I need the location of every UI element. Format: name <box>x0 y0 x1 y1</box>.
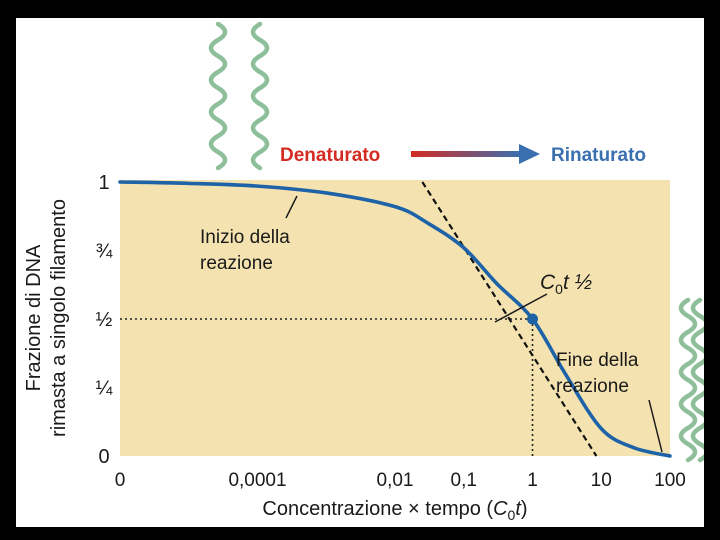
x-tick-label: 0 <box>115 470 126 491</box>
x-tick-label: 0,01 <box>377 470 414 491</box>
start-annotation-line2: reazione <box>200 253 273 274</box>
x-tick-label: 10 <box>591 470 612 491</box>
legend-arrow-head <box>519 144 540 164</box>
y-tick-label: ¼ <box>96 378 113 400</box>
midpoint-label: C0t ½ <box>540 271 592 297</box>
end-annotation-line1: Fine della <box>556 350 639 371</box>
y-axis-title-line1: Frazione di DNA <box>23 244 45 391</box>
start-annotation-line1: Inizio della <box>200 227 290 248</box>
end-annotation-line2: reazione <box>556 376 629 397</box>
y-tick-label: ¾ <box>96 241 113 263</box>
series-line-0 <box>118 180 672 458</box>
y-tick-label: ½ <box>96 309 113 331</box>
y-tick-label: 0 <box>98 446 109 468</box>
slide: Denaturato Rinaturato 0 0,0001 0,01 0,1 1 10 1… <box>16 18 704 527</box>
plot-area <box>120 180 670 456</box>
end-annotation-pointer <box>648 399 663 453</box>
legend-denatured-label: Denaturato <box>280 145 380 166</box>
midpoint-marker <box>527 313 538 325</box>
tangent-line <box>421 181 598 457</box>
x-tick-label: 100 <box>654 470 686 491</box>
dna-single-strand-icon <box>208 21 270 171</box>
y-axis-title-line2: rimasta a singolo filamento <box>48 199 70 437</box>
dna-double-helix-icon <box>678 297 704 463</box>
start-annotation-pointer <box>285 195 298 219</box>
legend-renatured-label: Rinaturato <box>551 145 646 166</box>
x-tick-label: 0,1 <box>451 470 477 491</box>
x-tick-label: 1 <box>527 470 538 491</box>
legend-arrow-shaft <box>411 151 521 157</box>
chart: Denaturato Rinaturato 0 0,0001 0,01 0,1 1 10 1… <box>23 21 704 523</box>
y-tick-label: 1 <box>98 172 109 194</box>
x-axis-title: Concentrazione × tempo (C0t) <box>262 498 527 523</box>
midpoint-label-pointer <box>494 293 548 323</box>
x-tick-label: 0,0001 <box>228 470 286 491</box>
